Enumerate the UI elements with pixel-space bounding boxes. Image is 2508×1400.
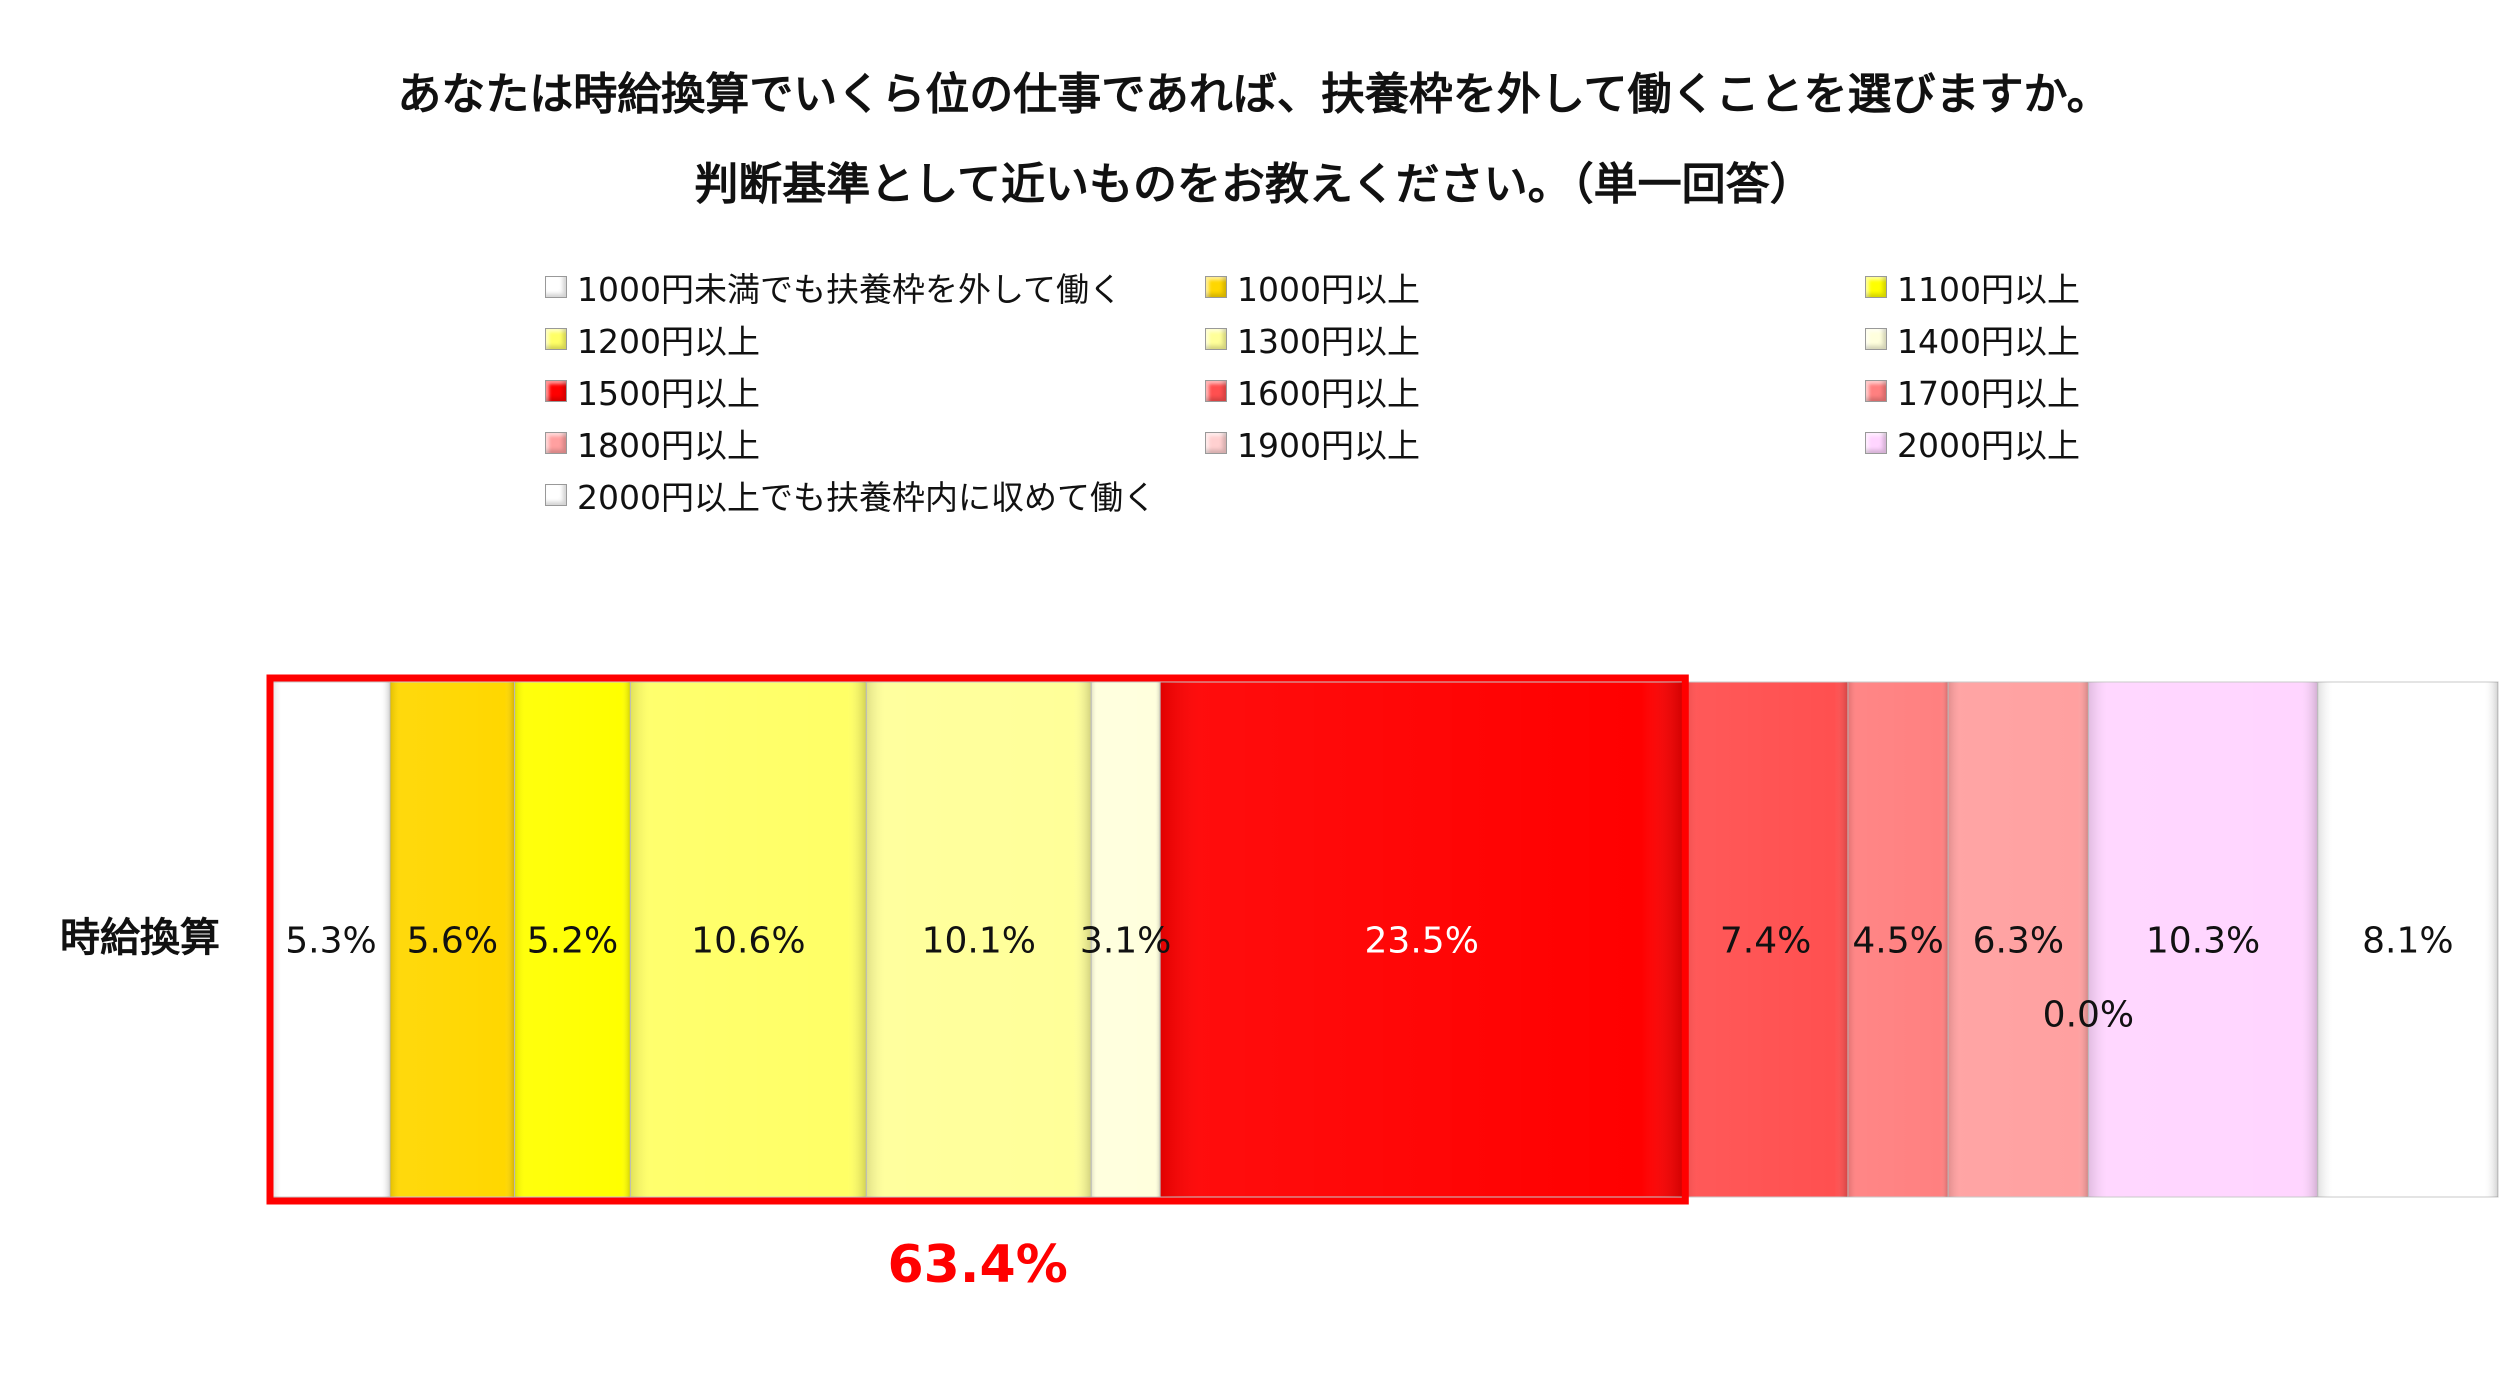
- bar-segment-shading: [1848, 682, 1949, 1197]
- data-label: 10.3%: [2146, 921, 2260, 962]
- bar-segment-shading: [514, 682, 631, 1197]
- legend: 1000円未満でも扶養枠を外して働く 1000円以上 1100円以上 1200円以上 1…: [545, 268, 2245, 517]
- data-label: 5.6%: [407, 921, 498, 962]
- legend-swatch: [1205, 432, 1227, 454]
- legend-swatch: [1865, 432, 1887, 454]
- data-label: 10.1%: [922, 921, 1036, 962]
- legend-label: 1000円未満でも扶養枠を外して働く: [577, 270, 1122, 309]
- bar-segment-shading: [1948, 682, 2089, 1197]
- legend-item: 2000円以上でも扶養枠内に収めて働く: [545, 476, 1205, 517]
- bar-segment-shading: [389, 682, 515, 1197]
- highlight-total-label: 63.4%: [887, 1235, 1067, 1295]
- bar-segment-shading: [1091, 682, 1161, 1197]
- legend-label: 2000円以上でも扶養枠内に収めて働く: [577, 478, 1156, 517]
- legend-label: 1000円以上: [1237, 270, 1420, 309]
- bar-segment-shading: [2088, 682, 2318, 1197]
- bar-segment-shading: [1683, 682, 1849, 1197]
- legend-swatch: [1205, 328, 1227, 350]
- bar-segment-shading: [866, 682, 1092, 1197]
- legend-label: 1800円以上: [577, 426, 760, 465]
- bar-segment-shading: [1160, 682, 1684, 1197]
- legend-item: 2000円以上: [1865, 424, 2245, 465]
- legend-label: 1300円以上: [1237, 322, 1420, 361]
- data-label: 3.1%: [1080, 921, 1171, 962]
- data-label: 0.0%: [2043, 995, 2134, 1036]
- data-label: 6.3%: [1973, 921, 2064, 962]
- highlight-box: [266, 674, 1689, 1205]
- legend-item: 1500円以上: [545, 372, 1205, 413]
- legend-item: 1300円以上: [1205, 320, 1865, 361]
- legend-label: 2000円以上: [1897, 426, 2080, 465]
- legend-item: 1800円以上: [545, 424, 1205, 465]
- legend-label: 1600円以上: [1237, 374, 1420, 413]
- legend-swatch: [545, 432, 567, 454]
- legend-swatch: [1865, 276, 1887, 298]
- data-label: 7.4%: [1720, 921, 1811, 962]
- legend-label: 1500円以上: [577, 374, 760, 413]
- legend-item: 1200円以上: [545, 320, 1205, 361]
- chart-title-line1: あなたは時給換算でいくら位の仕事であれば、扶養枠を外して働くことを選びますか。: [397, 69, 2111, 120]
- legend-swatch: [1865, 328, 1887, 350]
- data-label: 5.3%: [285, 921, 376, 962]
- legend-label: 1100円以上: [1897, 270, 2080, 309]
- legend-label: 1200円以上: [577, 322, 760, 361]
- legend-item: 1000円以上: [1205, 268, 1865, 309]
- data-label: 10.6%: [691, 921, 805, 962]
- legend-label: 1400円以上: [1897, 322, 2080, 361]
- bar-segment-shading: [2317, 682, 2498, 1197]
- chart-title-line2: 判断基準として近いものをお教えください。（単一回答）: [694, 159, 1814, 210]
- legend-item: 1400円以上: [1865, 320, 2245, 361]
- legend-label: 1900円以上: [1237, 426, 1420, 465]
- legend-label: 1700円以上: [1897, 374, 2080, 413]
- data-label: 5.2%: [527, 921, 618, 962]
- legend-item: 1000円未満でも扶養枠を外して働く: [545, 268, 1205, 309]
- legend-swatch: [545, 328, 567, 350]
- category-label: 時給換算: [60, 915, 220, 961]
- legend-swatch: [1205, 276, 1227, 298]
- legend-item: 1600円以上: [1205, 372, 1865, 413]
- legend-item: 1900円以上: [1205, 424, 1865, 465]
- legend-swatch: [545, 276, 567, 298]
- data-label: 23.5%: [1365, 921, 1479, 962]
- legend-swatch: [545, 484, 567, 506]
- data-label: 8.1%: [2362, 921, 2453, 962]
- legend-item: 1700円以上: [1865, 372, 2245, 413]
- legend-swatch: [1205, 380, 1227, 402]
- bar-segment-shading: [272, 682, 390, 1197]
- legend-swatch: [1865, 380, 1887, 402]
- bar-segment-shading: [630, 682, 867, 1197]
- legend-swatch: [545, 380, 567, 402]
- data-label: 4.5%: [1852, 921, 1943, 962]
- legend-item: 1100円以上: [1865, 268, 2245, 309]
